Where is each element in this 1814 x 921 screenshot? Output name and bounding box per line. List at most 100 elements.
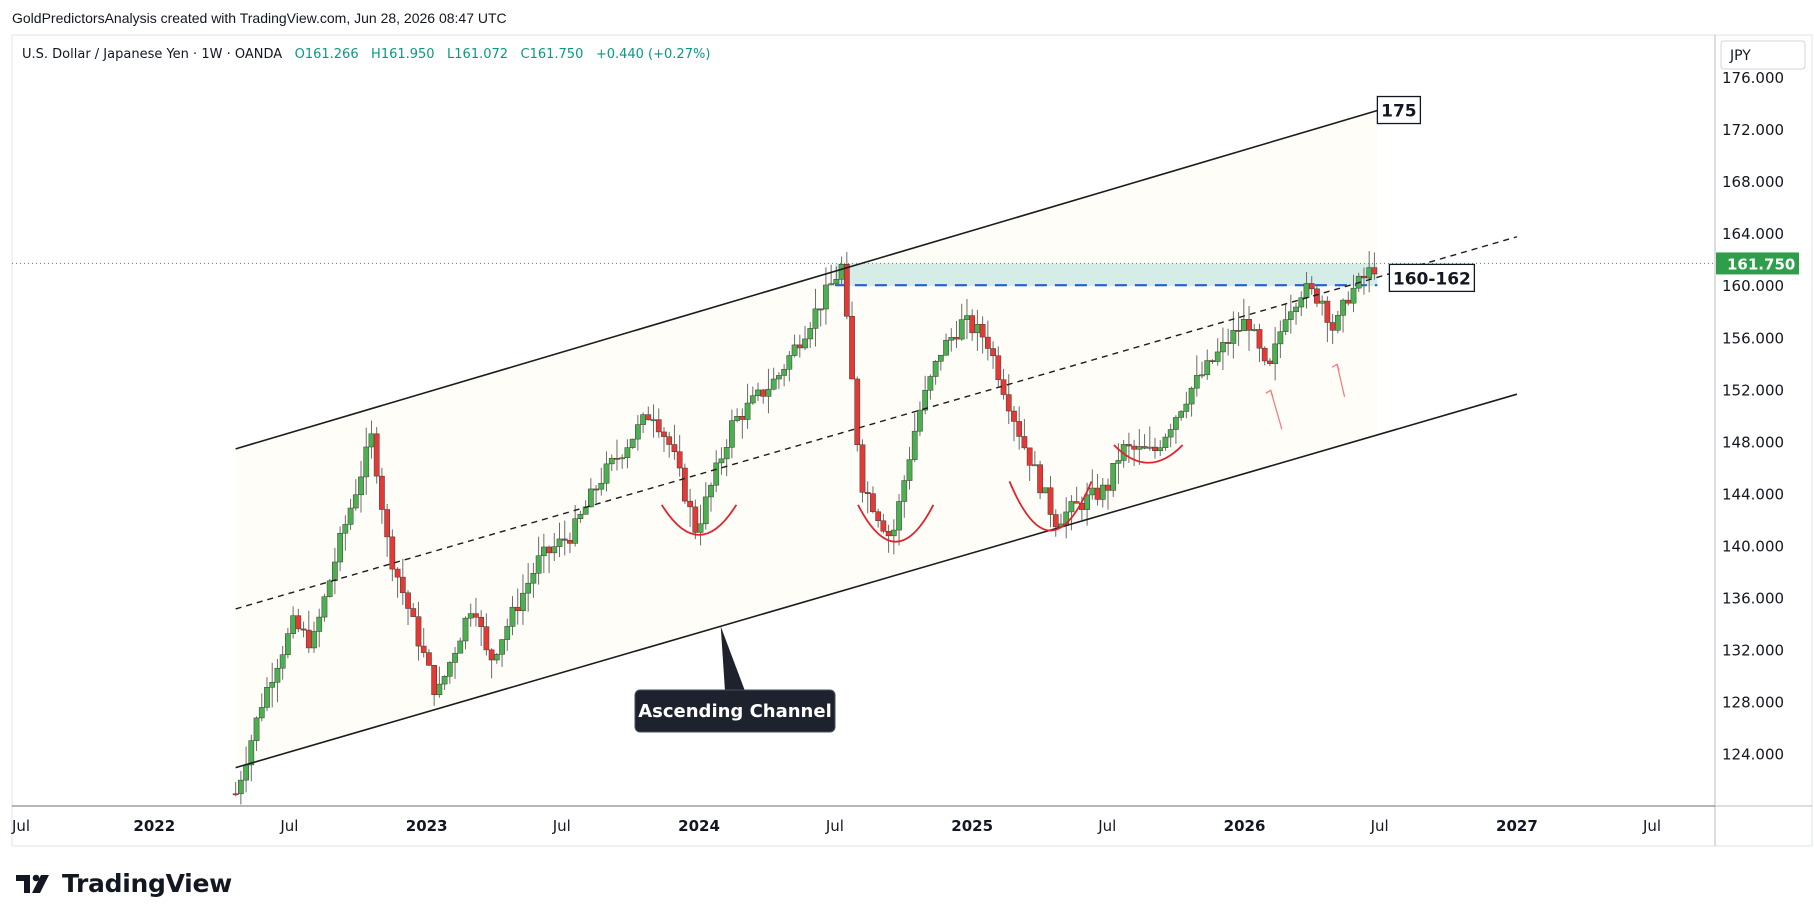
currency-box[interactable]: [1720, 40, 1806, 70]
candle-down: [478, 616, 485, 627]
candle: [671, 424, 678, 460]
support-arrow-head: [1331, 363, 1340, 371]
candle-up: [635, 424, 641, 440]
time-tick-label: Jul: [825, 817, 844, 835]
candle: [399, 558, 406, 606]
candle-up: [535, 555, 542, 574]
candle-down: [885, 531, 892, 537]
candle-up: [807, 328, 814, 340]
candle-down: [1037, 464, 1043, 494]
candle: [958, 303, 965, 341]
candle-up: [452, 652, 458, 663]
candle-up: [1319, 300, 1326, 304]
candle: [520, 574, 526, 625]
candle: [1298, 291, 1305, 316]
candle: [410, 602, 417, 618]
candle: [603, 451, 610, 492]
candle-up: [896, 501, 902, 531]
candle: [802, 326, 808, 351]
tradingview-brand: TradingView: [62, 869, 232, 898]
candle-down: [546, 546, 552, 554]
candle-up: [974, 324, 981, 334]
candle: [708, 482, 714, 512]
legend-change: +0.440 (+0.27%): [596, 47, 711, 62]
candle-up: [1157, 447, 1164, 452]
support-arrow-head: [1265, 389, 1274, 397]
time-tick-label: 2027: [1496, 817, 1538, 835]
candle-down: [854, 378, 861, 445]
candle-down: [483, 626, 490, 651]
candle-up: [577, 514, 584, 519]
zone-label-box: [1388, 263, 1476, 293]
candle-down: [859, 444, 866, 493]
legend-close: C161.750: [521, 47, 584, 62]
candle: [922, 375, 929, 415]
candle-up: [1366, 267, 1373, 279]
legend-symbol: U.S. Dollar / Japanese Yen · 1W · OANDA: [22, 47, 282, 62]
candle-up: [932, 361, 939, 377]
candle-up: [238, 779, 244, 795]
candle-down: [1209, 360, 1216, 362]
candle-up: [1350, 287, 1357, 304]
candle: [635, 415, 641, 451]
candle-down: [849, 316, 855, 380]
candle: [823, 267, 829, 325]
candle-down: [1235, 330, 1242, 332]
candle-down: [567, 540, 573, 544]
candle-down: [561, 538, 568, 541]
candle: [504, 618, 511, 651]
plot-layer: [12, 110, 1715, 805]
candle-down: [614, 457, 620, 460]
callout-box: [634, 689, 836, 733]
candle: [1052, 509, 1059, 537]
candle-down: [431, 665, 437, 695]
candle-up: [1251, 329, 1258, 331]
candle-down: [1261, 347, 1268, 362]
candle-down: [843, 264, 850, 317]
candle: [389, 529, 396, 582]
candle-down: [1021, 436, 1028, 449]
price-tick-label: 128.000: [1722, 694, 1784, 712]
candle-down: [969, 315, 976, 334]
candle-down: [1345, 299, 1352, 304]
candle: [1308, 276, 1315, 295]
candle: [765, 368, 772, 414]
candle: [363, 427, 370, 495]
candle: [1214, 338, 1221, 366]
candle-down: [817, 308, 824, 311]
candle-down: [389, 536, 396, 570]
candle-up: [770, 378, 777, 390]
candle-down: [676, 451, 683, 469]
candle-up: [290, 615, 296, 634]
candle: [629, 438, 636, 449]
target-label-box: [1376, 95, 1422, 125]
candle: [384, 503, 390, 557]
time-tick-label: Jul: [1642, 817, 1661, 835]
candle-down: [1361, 275, 1367, 279]
candle: [661, 427, 667, 452]
channel-mid-line: [235, 236, 1518, 610]
candle-up: [462, 617, 469, 642]
last-price-tag: [1716, 252, 1799, 275]
price-tick-label: 148.000: [1722, 433, 1784, 451]
candle: [478, 610, 485, 647]
candle: [687, 488, 693, 527]
zone-label: 160-162: [1393, 269, 1471, 289]
candle-up: [1230, 330, 1237, 344]
candle-down: [399, 576, 406, 594]
time-tick-label: Jul: [11, 817, 30, 835]
candle: [781, 364, 787, 387]
channel-fill: [235, 110, 1378, 768]
candle-up: [269, 682, 276, 688]
candle: [493, 652, 500, 664]
candle: [692, 499, 699, 540]
tradingview-logo[interactable]: TradingView: [16, 869, 232, 898]
candle: [608, 454, 615, 472]
candle: [817, 308, 824, 327]
candle-up: [629, 438, 636, 448]
candle-up: [1188, 387, 1195, 405]
candle-down: [666, 436, 673, 445]
candle: [258, 693, 265, 722]
candle-up: [927, 376, 934, 391]
